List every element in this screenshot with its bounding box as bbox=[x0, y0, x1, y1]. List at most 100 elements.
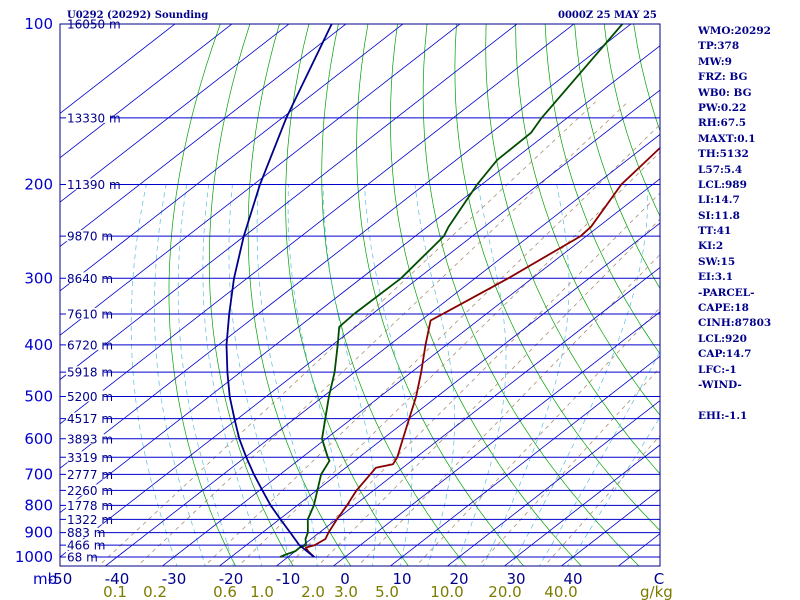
index-line: -WIND- bbox=[698, 378, 742, 391]
dry-adiabat bbox=[515, 24, 660, 416]
height-label-bg bbox=[66, 307, 104, 319]
station-title: U0292 (20292) Sounding bbox=[67, 10, 209, 21]
height-label-bg bbox=[66, 111, 111, 123]
dry-adiabat bbox=[285, 24, 409, 566]
pressure-tick-label: 600 bbox=[24, 430, 53, 448]
index-line: SI:11.8 bbox=[698, 209, 740, 222]
height-label-bg bbox=[66, 526, 98, 538]
index-line: KI:2 bbox=[698, 240, 724, 253]
indices-panel: WMO:20292 TP:378 MW:9 FRZ: BG WB0: BG PW:0.22… bbox=[698, 24, 800, 424]
index-line: -PARCEL- bbox=[698, 286, 755, 299]
dewpoint-trace bbox=[279, 24, 624, 558]
mixing-ratio-label: 3.0 bbox=[334, 583, 358, 600]
dry-adiabat bbox=[168, 24, 236, 566]
moist-adiabat bbox=[567, 416, 660, 566]
moist-adiabat bbox=[322, 184, 377, 566]
temperature-tick-label: -10 bbox=[276, 570, 301, 588]
isotherm bbox=[332, 311, 660, 566]
moist-adiabat bbox=[287, 184, 346, 566]
index-line: CAPE:18 bbox=[698, 302, 749, 315]
mixing-ratio-label: 1.0 bbox=[250, 583, 274, 600]
pressure-tick-label: 100 bbox=[24, 15, 53, 33]
height-label-bg bbox=[66, 338, 104, 350]
isotherm bbox=[60, 24, 290, 203]
pressure-tick-label: 500 bbox=[24, 388, 53, 406]
height-label: 68 m bbox=[67, 551, 98, 565]
isotherm bbox=[60, 45, 660, 514]
dry-adiabat bbox=[356, 24, 525, 566]
height-label: 5918 m bbox=[67, 366, 113, 380]
mixing-ratio-label: 0.2 bbox=[143, 583, 167, 600]
dry-adiabat bbox=[321, 24, 467, 566]
height-label: 466 m bbox=[67, 539, 105, 553]
height-label: 13330 m bbox=[67, 111, 121, 125]
isotherm bbox=[60, 24, 632, 469]
height-label: 3319 m bbox=[67, 451, 113, 465]
index-line: MAXT:0.1 bbox=[698, 132, 756, 145]
index-line: CINH:87803 bbox=[698, 317, 772, 330]
isotherm bbox=[275, 266, 660, 566]
height-label-bg bbox=[66, 539, 98, 551]
height-label: 2260 m bbox=[67, 484, 113, 498]
height-label-bg bbox=[66, 451, 104, 463]
height-label-bg bbox=[66, 499, 104, 511]
index-line: TT:41 bbox=[698, 225, 732, 238]
mixing-ratio-label: 40.0 bbox=[544, 583, 577, 600]
index-line: PW:0.22 bbox=[698, 101, 747, 114]
index-line: CAP:14.7 bbox=[698, 348, 752, 361]
height-label-bg bbox=[66, 178, 111, 190]
temperature-tick-label: -30 bbox=[162, 570, 187, 588]
height-label: 8640 m bbox=[67, 272, 113, 286]
moist-adiabat bbox=[482, 184, 570, 566]
index-line: LFC:-1 bbox=[698, 363, 737, 376]
height-label: 5200 m bbox=[67, 390, 113, 404]
height-label: 3893 m bbox=[67, 432, 113, 446]
height-label: 2777 m bbox=[67, 468, 113, 482]
moist-adiabat bbox=[455, 184, 507, 566]
index-line: RH:67.5 bbox=[698, 117, 747, 130]
temperature-tick-label: 0 bbox=[340, 570, 350, 588]
height-label-bg bbox=[66, 412, 104, 424]
moist-adiabat bbox=[414, 184, 456, 566]
mixing-ratio-label: 20.0 bbox=[488, 583, 521, 600]
pressure-tick-label: 800 bbox=[24, 496, 53, 514]
mixing-ratio-label: 10.0 bbox=[430, 583, 463, 600]
index-line: LI:14.7 bbox=[698, 194, 740, 207]
temperature-trace bbox=[304, 146, 660, 558]
index-line: LCL:920 bbox=[698, 332, 747, 345]
isotherm bbox=[503, 444, 660, 566]
height-label-bg bbox=[66, 390, 104, 402]
index-line: WB0: BG bbox=[698, 86, 752, 99]
index-line: EHI:-1.1 bbox=[698, 409, 748, 422]
temperature-tick-label: 20 bbox=[449, 570, 468, 588]
height-label-bg bbox=[66, 432, 104, 444]
height-label-bg bbox=[66, 272, 104, 284]
dry-adiabat bbox=[544, 24, 660, 355]
index-line: TH:5132 bbox=[698, 148, 749, 161]
isotherm bbox=[60, 24, 461, 336]
temperature-tick-label: -50 bbox=[48, 570, 73, 588]
index-line: EI:3.1 bbox=[698, 271, 734, 284]
index-line: TP:378 bbox=[698, 40, 740, 53]
mixing-ratio-line bbox=[238, 151, 660, 566]
temperature-tick-label: 30 bbox=[506, 570, 525, 588]
isotherm bbox=[161, 178, 660, 566]
index-line: L57:5.4 bbox=[698, 163, 743, 176]
moist-adiabat bbox=[364, 184, 413, 566]
temperature-tick-label: 40 bbox=[563, 570, 582, 588]
pressure-tick-label: 900 bbox=[24, 524, 53, 542]
height-label: 1778 m bbox=[67, 499, 113, 513]
height-label-bg bbox=[66, 484, 104, 496]
index-line: WMO:20292 bbox=[698, 25, 771, 37]
height-label: 883 m bbox=[67, 526, 105, 540]
isotherm bbox=[104, 133, 660, 566]
index-line: LCL:989 bbox=[698, 178, 747, 191]
index-line: FRZ: BG bbox=[698, 71, 748, 84]
pressure-unit-label: mb bbox=[33, 570, 57, 588]
height-label-bg bbox=[66, 513, 104, 525]
height-label: 6720 m bbox=[67, 338, 113, 352]
plot-background bbox=[60, 24, 660, 566]
index-line: SW:15 bbox=[698, 255, 736, 268]
height-label-bg bbox=[66, 366, 104, 378]
